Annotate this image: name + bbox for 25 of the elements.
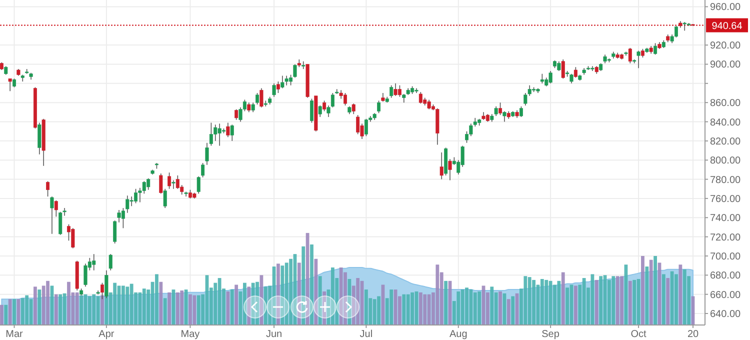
y-tick-label: 860.00	[710, 98, 742, 110]
y-tick-label: 700.00	[710, 251, 742, 262]
y-tick-label: 680.00	[710, 270, 742, 282]
y-tick-label: 740.00	[710, 213, 742, 224]
y-tick-label: 900.00	[710, 60, 742, 71]
x-tick-label: Aug	[449, 329, 468, 340]
y-tick-label: 660.00	[710, 290, 742, 301]
y-tick-label: 960.00	[710, 2, 742, 14]
y-tick-label: 820.00	[710, 136, 742, 148]
y-tick-label: 920.00	[710, 40, 742, 52]
x-tick-label: Oct	[630, 329, 647, 340]
y-tick-label: 780.00	[710, 174, 742, 186]
y-tick-label: 640.00	[710, 308, 742, 320]
x-tick-label: Sep	[542, 329, 560, 340]
x-tick-label: 20	[687, 329, 699, 340]
x-tick-label: Apr	[98, 329, 115, 340]
ref-line-label: 940.64	[712, 20, 743, 32]
y-tick-label: 840.00	[710, 117, 742, 128]
x-tick-label: Mar	[6, 329, 24, 340]
x-tick-label: Jun	[266, 329, 282, 340]
x-tick-label: May	[180, 329, 200, 340]
y-tick-label: 720.00	[710, 232, 742, 244]
y-tick-label: 760.00	[710, 194, 742, 205]
x-tick-label: Jul	[360, 329, 373, 340]
y-tick-label: 800.00	[710, 156, 742, 167]
